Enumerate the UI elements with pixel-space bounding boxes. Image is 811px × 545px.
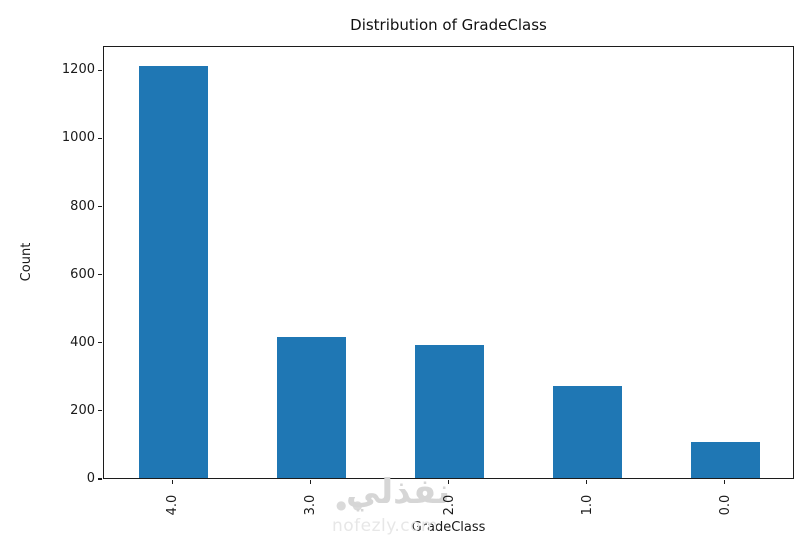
plot-area [103,46,794,479]
y-tick-mark [98,478,102,480]
x-axis-label: GradeClass [411,520,486,535]
y-axis-label: Count [19,242,34,282]
y-tick-mark [98,342,102,344]
x-tick-mark [309,480,311,484]
x-tick-label: 1.0 [579,494,595,516]
bar-1.0 [553,386,623,478]
chart-title: Distribution of GradeClass [350,16,547,34]
x-tick-mark [447,480,450,484]
y-tick-label: 600 [70,266,95,282]
y-tick-label: 0 [86,471,95,486]
bar-3.0 [276,337,346,478]
y-tick-label: 800 [70,198,95,214]
y-tick-mark [98,274,102,276]
x-tick-label: 0.0 [717,494,733,516]
y-tick-mark [98,410,102,412]
x-tick-label: 3.0 [302,494,318,516]
x-tick-mark [171,480,173,484]
bar-4.0 [138,65,208,478]
y-tick-mark [98,69,102,71]
y-tick-label: 400 [70,334,95,350]
bar-2.0 [414,344,485,478]
bar-0.0 [691,441,761,478]
y-tick-mark [98,205,102,208]
y-tick-label: 200 [70,402,95,418]
y-tick-label: 1000 [61,130,95,146]
x-tick-mark [586,480,588,484]
x-tick-mark [724,480,726,484]
y-tick-mark [98,137,102,140]
x-tick-label: 2.0 [441,494,456,516]
x-tick-label: 4.0 [164,494,180,516]
y-tick-label: 1200 [61,62,95,78]
watermark-dots-icon: ● ● [336,498,364,512]
